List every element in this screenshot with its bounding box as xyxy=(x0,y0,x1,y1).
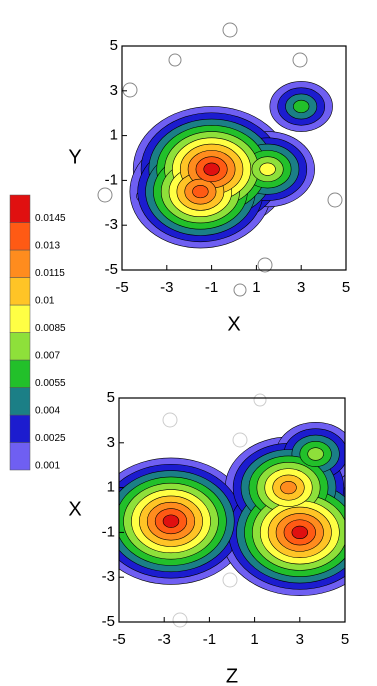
y-tick-label: -1 xyxy=(102,523,115,540)
colorbar-segment xyxy=(10,360,30,388)
colorbar-segment xyxy=(10,415,30,443)
x-tick-label: 1 xyxy=(250,631,258,648)
contour-band xyxy=(308,448,324,461)
x-tick-label: -1 xyxy=(205,279,218,296)
x-axis-label: Z xyxy=(226,665,238,686)
contour-band xyxy=(193,185,209,198)
colorbar-segment xyxy=(10,250,30,278)
x-tick-label: -3 xyxy=(160,279,173,296)
y-tick-label: -5 xyxy=(105,261,118,278)
x-tick-label: 5 xyxy=(342,279,350,296)
contour-band xyxy=(292,526,308,539)
contour-band xyxy=(293,100,309,113)
contour-band xyxy=(204,163,220,176)
colorbar-label: 0.0055 xyxy=(35,378,66,389)
y-tick-label: 3 xyxy=(107,434,115,451)
colorbar-label: 0.007 xyxy=(35,351,60,362)
y-tick-label: 3 xyxy=(110,82,118,99)
x-tick-label: 3 xyxy=(297,279,305,296)
x-tick-label: -3 xyxy=(158,631,171,648)
y-axis-label: Y xyxy=(68,146,81,168)
colorbar-label: 0.0145 xyxy=(35,213,66,224)
colorbar-segment xyxy=(10,388,30,416)
x-axis-label: X xyxy=(227,313,240,335)
contour-band xyxy=(260,163,276,176)
contour-band xyxy=(163,515,179,528)
contour-field xyxy=(92,422,377,595)
colorbar-segment xyxy=(10,195,30,223)
y-tick-label: -5 xyxy=(102,613,115,630)
colorbar-label: 0.01 xyxy=(35,296,55,307)
y-tick-label: -1 xyxy=(105,171,118,188)
x-tick-label: -5 xyxy=(112,631,125,648)
plots: 0.001 0.0025 0.004 0.0055 0.007 0.0085 0.01 0.0… xyxy=(10,37,377,686)
colorbar-label: 0.001 xyxy=(35,461,60,472)
colorbar-segment xyxy=(10,305,30,333)
colorbar-label: 0.0115 xyxy=(35,268,65,279)
colorbar-segment xyxy=(10,443,30,471)
x-tick-label: -1 xyxy=(203,631,216,648)
colorbar-segment xyxy=(10,278,30,306)
contour-field xyxy=(130,81,333,248)
colorbar-label: 0.004 xyxy=(35,406,60,417)
colorbar-label: 0.0085 xyxy=(35,323,66,334)
figure: 0.001 0.0025 0.004 0.0055 0.007 0.0085 0.01 0.0… xyxy=(0,0,377,686)
colorbar-segment xyxy=(10,333,30,361)
x-tick-label: -5 xyxy=(115,279,128,296)
y-tick-label: 5 xyxy=(107,389,115,406)
colorbar-segment xyxy=(10,223,30,251)
y-tick-label: -3 xyxy=(102,568,115,585)
colorbar-label: 0.013 xyxy=(35,241,60,252)
x-tick-label: 3 xyxy=(296,631,304,648)
colorbar-label: 0.0025 xyxy=(35,433,66,444)
contour-band xyxy=(281,481,297,494)
y-axis-label: X xyxy=(68,498,81,520)
y-tick-label: 1 xyxy=(107,479,115,496)
y-tick-label: -3 xyxy=(105,216,118,233)
x-tick-label: 5 xyxy=(341,631,349,648)
x-tick-label: 1 xyxy=(252,279,260,296)
y-tick-label: 1 xyxy=(110,127,118,144)
y-tick-label: 5 xyxy=(110,37,118,54)
